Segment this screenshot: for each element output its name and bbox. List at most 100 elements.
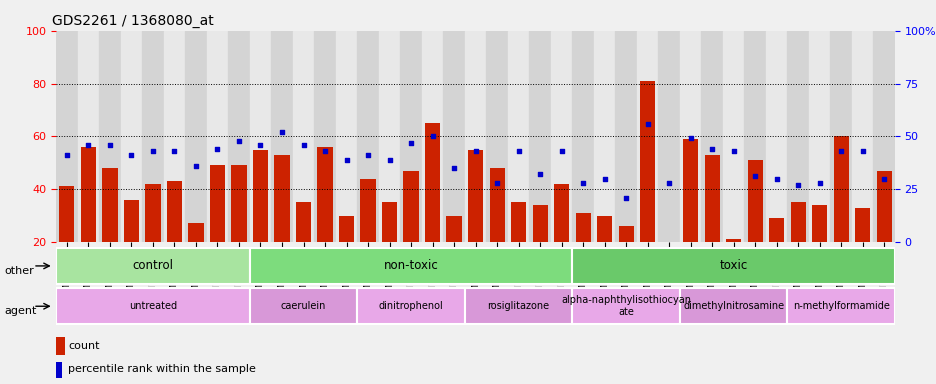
Bar xyxy=(425,123,440,242)
Bar xyxy=(56,288,250,324)
Bar xyxy=(851,31,872,242)
Bar xyxy=(636,31,658,242)
Point xyxy=(812,180,826,186)
Text: percentile rank within the sample: percentile rank within the sample xyxy=(67,364,256,374)
Bar xyxy=(572,288,680,324)
Bar xyxy=(78,31,99,242)
Bar xyxy=(250,248,572,284)
Point xyxy=(274,129,289,135)
Bar xyxy=(510,202,525,242)
Bar xyxy=(142,31,164,242)
Bar xyxy=(829,31,851,242)
Text: dinitrophenol: dinitrophenol xyxy=(378,301,443,311)
Bar xyxy=(464,288,572,324)
Point xyxy=(661,180,676,186)
Bar xyxy=(747,160,762,242)
Text: alpha-naphthylisothiocyan
ate: alpha-naphthylisothiocyan ate xyxy=(561,295,691,317)
Point xyxy=(188,163,203,169)
Point xyxy=(510,148,525,154)
Point xyxy=(145,148,160,154)
Bar xyxy=(292,31,314,242)
Point xyxy=(725,148,740,154)
Bar xyxy=(639,81,654,242)
Point xyxy=(876,175,891,182)
Bar xyxy=(786,31,808,242)
Bar xyxy=(231,166,246,242)
Point xyxy=(489,180,504,186)
Point xyxy=(296,142,311,148)
Text: count: count xyxy=(67,341,99,351)
Point xyxy=(618,195,633,201)
Bar xyxy=(680,288,786,324)
Bar xyxy=(102,168,117,242)
Bar xyxy=(56,248,250,284)
Text: rosiglitazone: rosiglitazone xyxy=(487,301,549,311)
Bar xyxy=(808,31,829,242)
Bar xyxy=(550,31,572,242)
Bar xyxy=(443,31,464,242)
Text: n-methylformamide: n-methylformamide xyxy=(792,301,888,311)
Text: control: control xyxy=(132,260,173,272)
Point xyxy=(833,148,848,154)
Bar xyxy=(768,218,783,242)
Bar xyxy=(833,136,848,242)
Bar xyxy=(56,31,78,242)
Bar xyxy=(360,179,375,242)
Point xyxy=(596,175,611,182)
Bar xyxy=(145,184,160,242)
Bar xyxy=(572,31,593,242)
Point xyxy=(532,171,547,177)
Bar xyxy=(658,31,680,242)
Point xyxy=(403,140,418,146)
Bar xyxy=(56,337,65,355)
Bar xyxy=(489,168,504,242)
Bar xyxy=(421,31,443,242)
Bar xyxy=(339,215,354,242)
Bar xyxy=(855,208,870,242)
Bar xyxy=(207,31,228,242)
Point xyxy=(467,148,482,154)
Point xyxy=(167,148,182,154)
Bar xyxy=(593,31,615,242)
Point xyxy=(59,152,74,158)
Point xyxy=(747,174,762,180)
Point xyxy=(855,148,870,154)
Bar xyxy=(725,239,740,242)
Bar xyxy=(872,31,894,242)
Bar xyxy=(532,205,547,242)
Bar xyxy=(378,31,400,242)
Bar xyxy=(700,31,722,242)
Bar xyxy=(250,31,271,242)
Text: GDS2261 / 1368080_at: GDS2261 / 1368080_at xyxy=(52,14,213,28)
Bar xyxy=(486,31,507,242)
Bar xyxy=(680,31,700,242)
Bar xyxy=(618,226,633,242)
Point xyxy=(317,148,332,154)
Text: untreated: untreated xyxy=(129,301,177,311)
Bar xyxy=(786,288,894,324)
Point xyxy=(790,182,805,188)
Point xyxy=(704,146,719,152)
Bar xyxy=(296,202,311,242)
Point xyxy=(339,157,354,163)
Bar xyxy=(464,31,486,242)
Bar xyxy=(704,155,719,242)
Bar xyxy=(553,184,568,242)
Text: dimethylnitrosamine: dimethylnitrosamine xyxy=(682,301,783,311)
Point xyxy=(382,157,397,163)
Text: other: other xyxy=(5,266,35,276)
Bar xyxy=(314,31,335,242)
Bar xyxy=(446,215,461,242)
Point xyxy=(360,152,375,158)
Bar xyxy=(529,31,550,242)
Point xyxy=(553,148,568,154)
Bar xyxy=(357,288,464,324)
Bar xyxy=(274,155,289,242)
Bar xyxy=(615,31,636,242)
Bar xyxy=(124,200,139,242)
Bar xyxy=(743,31,765,242)
Point xyxy=(446,165,461,171)
Bar xyxy=(188,223,203,242)
Bar xyxy=(790,202,805,242)
Point xyxy=(682,136,697,142)
